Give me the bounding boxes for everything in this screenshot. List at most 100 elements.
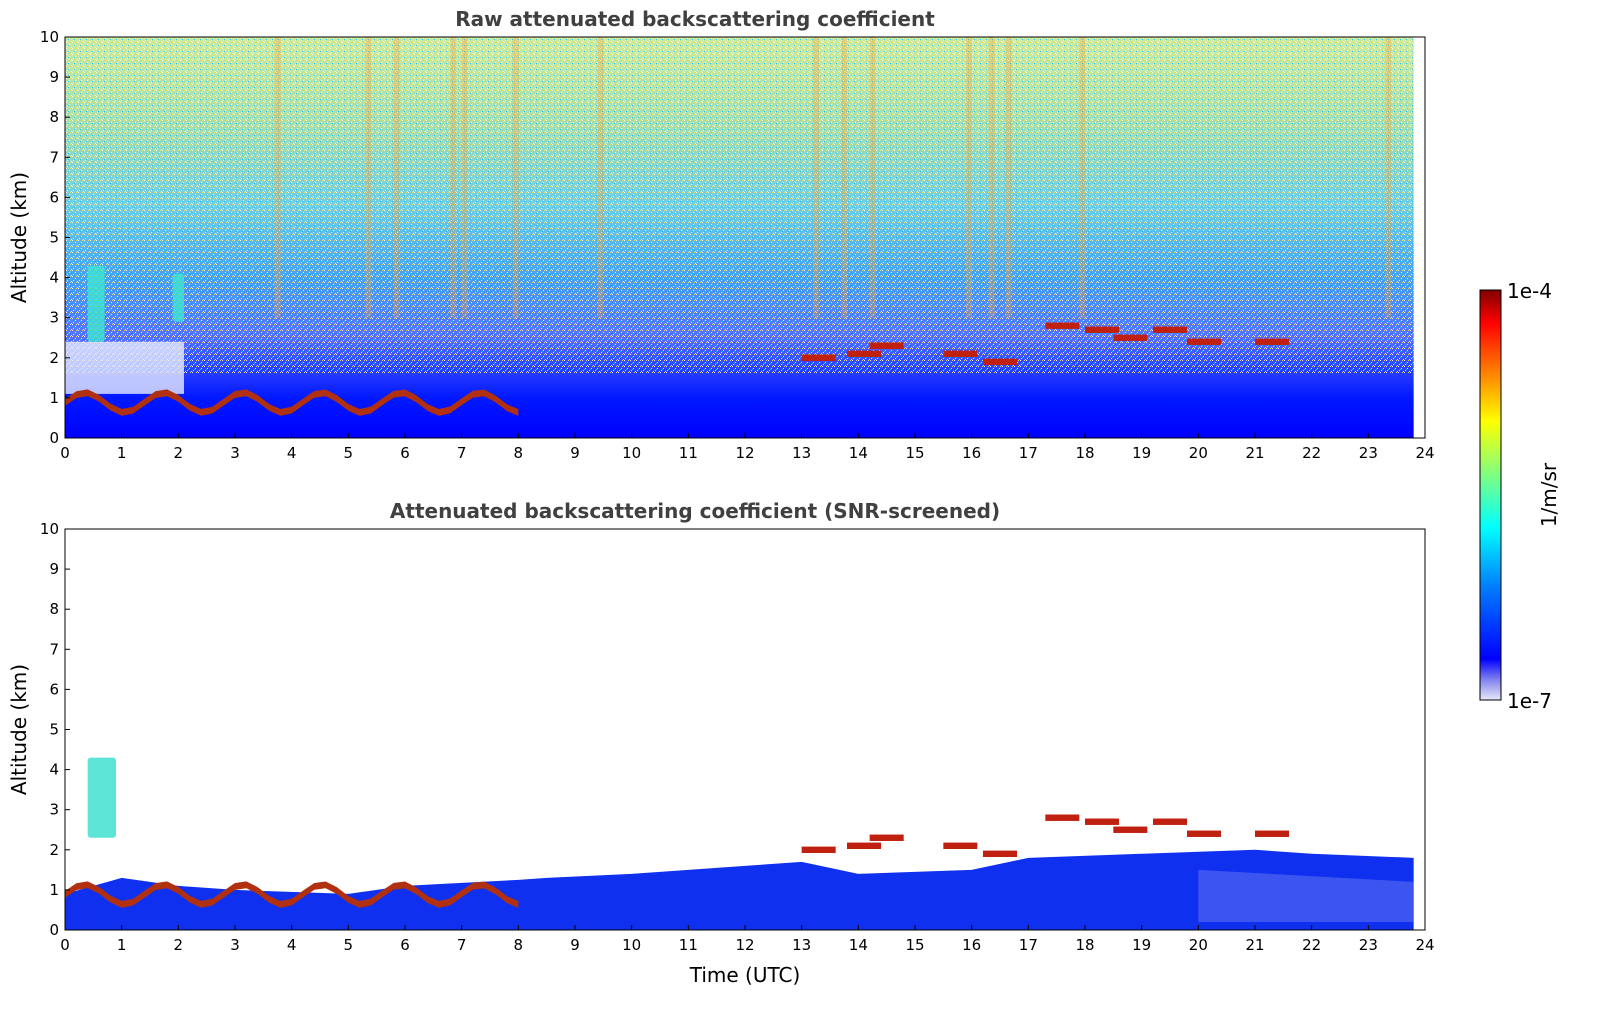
noise-streak: [841, 37, 848, 318]
cloud-segment: [801, 354, 836, 362]
y-tick-label: 7: [49, 640, 59, 658]
noise-streak: [393, 37, 400, 318]
y-tick-label: 0: [49, 921, 59, 939]
x-tick-label: 0: [60, 444, 70, 462]
x-tick-label: 11: [679, 936, 698, 954]
x-tick-label: 7: [457, 444, 467, 462]
x-tick-label: 21: [1245, 444, 1264, 462]
colorbar: 1e-4 1e-7 1/m/sr: [1479, 279, 1561, 713]
x-axis-label: Time (UTC): [689, 963, 801, 987]
x-tick-label: 15: [905, 444, 924, 462]
x-tick-label: 12: [735, 936, 754, 954]
noise-streak: [988, 37, 995, 318]
x-tick-label: 14: [849, 936, 868, 954]
y-tick-label: 8: [49, 108, 59, 126]
x-tick-label: 21: [1245, 936, 1264, 954]
x-tick-label: 1: [117, 936, 127, 954]
x-tick-label: 4: [287, 444, 297, 462]
x-tick-label: 18: [1075, 444, 1094, 462]
noise-speckle: [65, 37, 1414, 374]
cloud-segment: [1255, 338, 1289, 345]
cloud-segment: [1085, 326, 1119, 333]
x-tick-label: 10: [622, 936, 641, 954]
y-tick-label: 5: [49, 721, 59, 739]
x-tick-label: 14: [849, 444, 868, 462]
noise-streak: [966, 37, 972, 318]
x-tick-label: 16: [962, 936, 981, 954]
x-tick-label: 9: [570, 444, 580, 462]
x-tick-label: 20: [1189, 936, 1208, 954]
y-tick-label: 2: [49, 841, 59, 859]
colorbar-gradient: [1479, 289, 1502, 701]
y-tick-label: 9: [49, 68, 59, 86]
y-axis-label: Altitude (km): [7, 664, 31, 795]
y-tick-label: 8: [49, 600, 59, 618]
cloud-segment: [801, 846, 836, 854]
x-tick-label: 22: [1302, 444, 1321, 462]
x-tick-label: 24: [1415, 936, 1434, 954]
noise-streak: [1385, 37, 1392, 318]
cloud-segment: [1187, 338, 1221, 345]
x-tick-label: 19: [1132, 936, 1151, 954]
x-tick-label: 17: [1019, 444, 1038, 462]
x-tick-label: 19: [1132, 444, 1151, 462]
x-tick-label: 23: [1359, 936, 1378, 954]
snr-screened-backscatter-panel: 0 1 2 3 4 5 6 7 8 9 10 11 12 13 14 15 16 17 18 19 20 21 22 23 24…: [7, 499, 1435, 987]
cloud-segment: [1085, 818, 1119, 825]
cloud-segment: [1255, 830, 1289, 837]
y-tick-label: 5: [49, 229, 59, 247]
x-tick-label: 8: [514, 936, 524, 954]
aerosol-plume: [87, 757, 116, 838]
y-tick-label: 0: [49, 429, 59, 447]
noise-streak: [365, 37, 372, 318]
cloud-segment: [869, 342, 904, 349]
colorbar-min-label: 1e-7: [1507, 689, 1552, 713]
x-tick-label: 3: [230, 936, 240, 954]
x-tick-label: 23: [1359, 444, 1378, 462]
x-tick-label: 4: [287, 936, 297, 954]
x-tick-label: 2: [174, 444, 184, 462]
x-tick-label: 2: [174, 936, 184, 954]
y-tick-label: 10: [40, 28, 59, 46]
y-tick-label: 6: [49, 188, 59, 206]
noise-streak: [461, 37, 468, 318]
x-tick-label: 13: [792, 444, 811, 462]
colorbar-label: 1/m/sr: [1537, 462, 1561, 527]
cloud-segment: [847, 350, 881, 357]
x-tick-label: 6: [400, 936, 410, 954]
noise-streak: [869, 37, 876, 318]
aerosol-plume: [87, 265, 105, 342]
noise-streak: [1079, 37, 1086, 318]
boundary-layer-top: [65, 389, 519, 416]
cloud-segment: [983, 358, 1017, 366]
cloud-segment: [1187, 830, 1221, 837]
cloud-segment: [1153, 326, 1187, 333]
x-tick-label: 11: [679, 444, 698, 462]
boundary-layer-field: [65, 849, 1414, 930]
x-tick-label: 22: [1302, 936, 1321, 954]
y-axis-label: Altitude (km): [7, 172, 31, 303]
x-tick-label: 18: [1075, 936, 1094, 954]
cloud-segment: [983, 850, 1017, 858]
x-tick-label: 5: [344, 936, 354, 954]
x-tick-label: 8: [514, 444, 524, 462]
low-signal-region: [65, 341, 184, 394]
x-tick-label: 15: [905, 936, 924, 954]
x-tick-label: 12: [735, 444, 754, 462]
x-tick-label: 3: [230, 444, 240, 462]
y-tick-label: 9: [49, 560, 59, 578]
cloud-segment: [847, 842, 881, 849]
panel-title: Raw attenuated backscattering coefficien…: [455, 7, 935, 31]
noise-streak: [813, 37, 819, 318]
x-tick-label: 13: [792, 936, 811, 954]
y-tick-label: 6: [49, 680, 59, 698]
colorbar-max-label: 1e-4: [1507, 279, 1552, 303]
panel-title: Attenuated backscattering coefficient (S…: [390, 499, 1000, 523]
y-tick-label: 7: [49, 148, 59, 166]
x-tick-label: 6: [400, 444, 410, 462]
residual-layer: [1198, 869, 1414, 922]
raw-backscatter-panel: 0 1 2 3 4 5 6 7 8 9 10 11 12 13 14 15 16 17 18 19 20 21 22 23 24…: [7, 7, 1435, 462]
y-tick-label: 4: [49, 269, 59, 287]
noise-streak: [512, 37, 519, 318]
